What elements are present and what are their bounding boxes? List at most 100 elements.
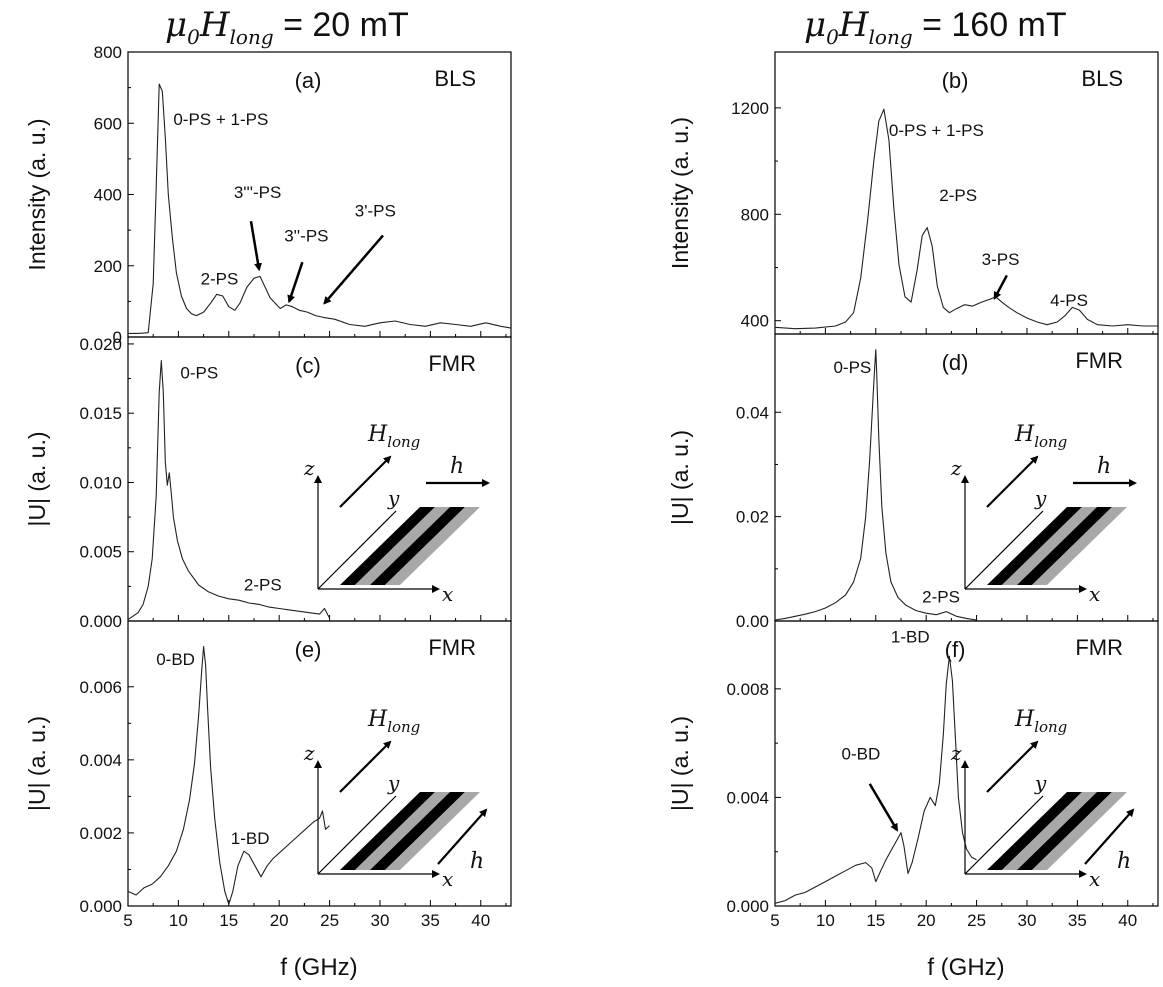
- panel-b: 400 800 1200 Intensity (a. u.) (b) BLS 0-PS + …: [667, 51, 1159, 335]
- inset-y-axis: [964, 510, 1044, 590]
- annotation-a: 3'''-PS: [234, 183, 282, 202]
- heading-right-sub0: 0: [826, 25, 839, 49]
- heading-left-H: H: [199, 5, 231, 45]
- heading-right-rest: = 160 mT: [913, 6, 1067, 44]
- inset-y-label: y: [1034, 771, 1047, 795]
- inset-stripe: [355, 792, 450, 870]
- panel-a-frame: [127, 51, 512, 338]
- annotation-e: 0-BD: [156, 650, 195, 669]
- series-line-c-0: [127, 360, 331, 621]
- panel-label-e: (e): [295, 637, 322, 662]
- x-tick-label-f: 25: [967, 911, 986, 930]
- y-tick-label-d: 0.04: [736, 403, 769, 422]
- annotation-a: 2-PS: [201, 269, 239, 288]
- heading-left: μ0Hlong = 20 mT: [165, 5, 409, 49]
- inset-h-label: h: [470, 849, 484, 874]
- x-tick-label-e: 10: [169, 911, 188, 930]
- x-tick-label-e: 15: [219, 911, 238, 930]
- y-tick-label-f: 0.000: [726, 897, 769, 916]
- annotation-d: 0-PS: [833, 358, 871, 377]
- x-tick-label-f: 15: [866, 911, 885, 930]
- y-tick-label-b: 800: [741, 205, 769, 224]
- y-tick-label-c: 0.015: [79, 404, 122, 423]
- inset-stripe: [1002, 792, 1097, 870]
- series-line-b-0: [774, 108, 1158, 330]
- annotation-arrow-a: [323, 234, 384, 305]
- inset-h-label: h: [1117, 849, 1131, 874]
- y-tick-label-a: 0: [113, 328, 122, 347]
- y-tick-label-a: 800: [94, 43, 122, 62]
- y-axis-label-f: |U| (a. u.): [667, 716, 693, 811]
- inset-h-label: h: [450, 454, 464, 479]
- annotation-b: 3-PS: [982, 250, 1020, 269]
- y-tick-label-e: 0.004: [79, 751, 122, 770]
- heading-left-sub0: 0: [187, 25, 200, 49]
- series-line-d-0: [774, 349, 977, 621]
- panel-label-c: (c): [295, 353, 321, 378]
- panel-e: 5 10 15 20 25 30 35 40 0.000 0.002 0.004 0.006 |U| (…: [24, 620, 512, 930]
- inset-y-axis: [964, 795, 1044, 875]
- annotation-arrow-b: [993, 274, 1008, 300]
- annotation-e: 1-BD: [231, 829, 270, 848]
- inset-stripe: [987, 792, 1082, 870]
- y-tick-label-d: 0.00: [736, 612, 769, 631]
- y-axis-label-c: |U| (a. u.): [24, 431, 50, 526]
- inset-y-label: y: [387, 486, 400, 510]
- inset-H-subscript: long: [1034, 718, 1067, 736]
- heading-right-mu: μ: [804, 5, 826, 45]
- inset-y-label: y: [387, 771, 400, 795]
- annotation-f: 1-BD: [891, 628, 930, 647]
- annotation-arrow-f: [868, 783, 899, 832]
- inset-H-label: Hlong: [1014, 422, 1067, 451]
- panel-label-d: (d): [942, 350, 969, 375]
- inset-H-arrow: [339, 455, 392, 508]
- inset-H-label: Hlong: [367, 422, 420, 451]
- y-tick-label-e: 0.006: [79, 678, 122, 697]
- y-tick-label-f: 0.008: [726, 680, 769, 699]
- inset-H-label: Hlong: [1014, 707, 1067, 736]
- inset-H-label: Hlong: [367, 707, 420, 736]
- inset-h-label: h: [1097, 454, 1111, 479]
- annotation-a: 3''-PS: [284, 227, 328, 246]
- technique-label-d: FMR: [1075, 348, 1123, 373]
- annotation-b: 2-PS: [939, 186, 977, 205]
- panel-c: 0.000 0.005 0.010 0.015 0.020 |U| (a. u.) (c) F…: [24, 335, 512, 631]
- panel-f-frame: [774, 620, 1159, 907]
- inset-y-axis: [317, 795, 397, 875]
- x-tick-label-e: 5: [123, 911, 132, 930]
- inset-H-subscript: long: [1034, 433, 1067, 451]
- y-axis-label-e: |U| (a. u.): [24, 716, 50, 811]
- x-tick-label-e: 40: [471, 911, 490, 930]
- x-axis-label-left: f (GHz): [280, 954, 357, 981]
- technique-label-b: BLS: [1081, 66, 1123, 91]
- annotation-b: 0-PS + 1-PS: [889, 121, 984, 140]
- y-axis-label-a: Intensity (a. u.): [24, 118, 50, 270]
- y-tick-label-f: 0.004: [726, 788, 769, 807]
- panel-label-a: (a): [295, 68, 322, 93]
- annotation-b: 4-PS: [1050, 291, 1088, 310]
- inset-y-label: y: [1034, 486, 1047, 510]
- x-tick-label-e: 25: [320, 911, 339, 930]
- inset-stripe: [370, 507, 465, 585]
- inset-c: z y x Hlong h: [303, 422, 490, 606]
- y-tick-label-d: 0.02: [736, 508, 769, 527]
- y-tick-label-e: 0.002: [79, 824, 122, 843]
- x-tick-label-e: 20: [270, 911, 289, 930]
- annotation-a: 3'-PS: [355, 202, 396, 221]
- y-tick-label-a: 600: [94, 114, 122, 133]
- x-tick-label-f: 10: [816, 911, 835, 930]
- inset-d: z y x Hlong h: [950, 422, 1137, 606]
- heading-right: μ0Hlong = 160 mT: [804, 5, 1067, 49]
- annotation-c: 0-PS: [180, 364, 218, 383]
- heading-left-rest: = 20 mT: [274, 6, 409, 44]
- inset-stripe: [1032, 792, 1127, 870]
- inset-h-arrow: [1084, 808, 1135, 865]
- inset-stripe: [1017, 792, 1112, 870]
- technique-label-e: FMR: [428, 635, 476, 660]
- inset-x-label: x: [1089, 867, 1100, 891]
- x-tick-label-f: 5: [770, 911, 779, 930]
- inset-H-arrow: [986, 455, 1039, 508]
- annotation-a: 0-PS + 1-PS: [173, 110, 268, 129]
- panel-d: 0.00 0.02 0.04 |U| (a. u.) (d) FMR 0-PS 2-PS z y x…: [667, 333, 1159, 631]
